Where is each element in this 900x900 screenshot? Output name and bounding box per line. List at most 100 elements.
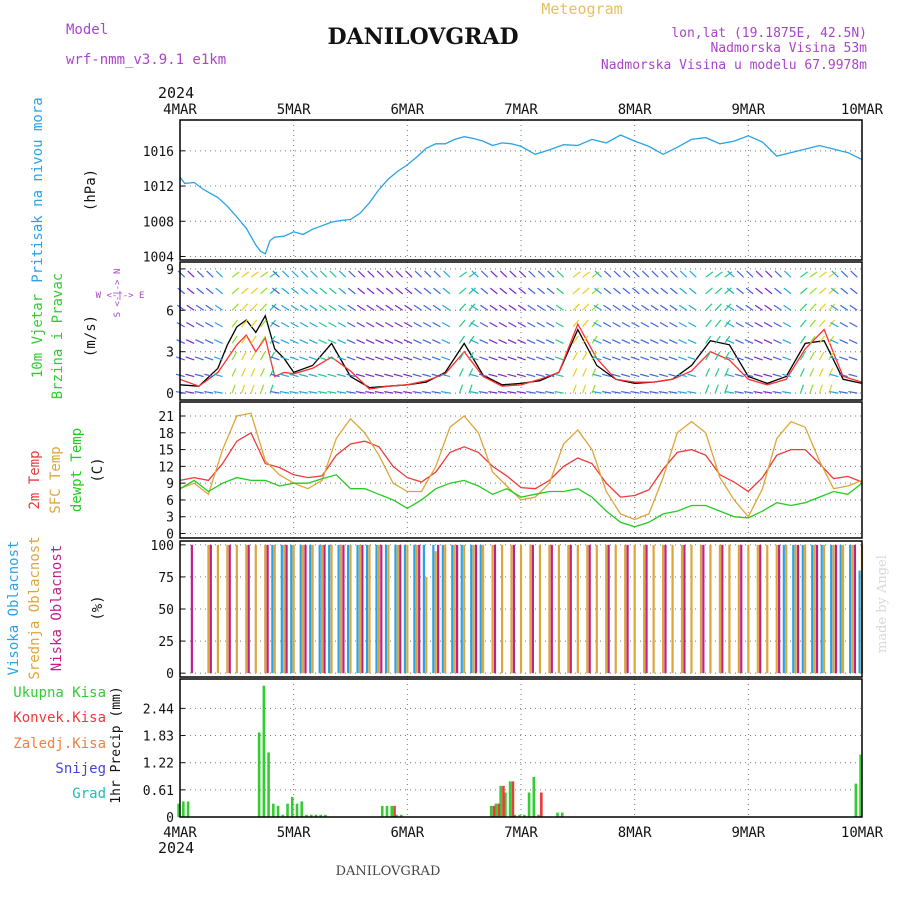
wind-arrow [800,271,809,278]
wind-arrow [479,356,489,361]
bar-precip-ukupna-kisa [262,685,266,817]
wind-arrow [241,303,249,311]
bar-precip-ukupna-kisa [854,783,858,817]
wind-arrow [659,356,669,361]
wind-arrow [669,321,678,328]
wind-arrow [592,373,602,378]
wind-arrow [478,390,488,394]
wind-arrow [724,384,729,394]
bar-precip-ukupna-kisa [499,785,502,817]
wind-arrow [828,271,837,278]
y-tick-label: 2.44 [143,702,174,717]
wind-arrow [809,271,818,278]
wind-arrow [458,335,466,344]
wind-arrow [631,304,640,311]
wind-arrow [849,304,858,311]
wind-arrow [783,304,792,311]
wind-arrow [384,321,394,328]
bar-clouds-srednja-oblacnost [387,544,390,674]
wind-arrow [205,304,214,311]
wind-arrow [215,287,224,295]
bar-precip-ukupna-kisa [290,796,294,817]
wind-arrow [185,339,195,344]
wind-arrow [527,287,536,295]
wind-arrow [231,319,239,328]
wind-arrow [468,351,474,361]
wind-arrow [289,390,299,394]
wind-arrow [422,373,432,378]
bar-clouds-srednja-oblacnost [775,544,778,674]
wind-arrow [582,384,587,394]
wind-arrow [782,321,792,328]
y-tick-label: 0 [166,811,174,826]
wind-arrow [679,287,688,295]
wind-arrow [432,321,441,328]
wind-arrow [765,270,773,278]
wind-arrow [269,368,275,377]
wind-arrow [763,356,773,361]
bar-clouds-srednja-oblacnost [207,544,210,674]
x-tick-label-bottom: 4MAR [163,825,197,841]
panel-frame [179,119,863,261]
wind-arrow [725,356,735,361]
wind-arrow [744,390,754,394]
wind-arrow [442,287,451,295]
bar-precip-ukupna-kisa [314,814,318,817]
wind-arrow [659,321,669,328]
bar-clouds-srednja-oblacnost [491,544,494,674]
wind-arrow [602,339,612,344]
wind-arrow [186,321,195,328]
wind-arrow [509,270,517,278]
wind-arrow [441,373,451,378]
wind-arrow [250,351,257,361]
bar-precip-konvek-kisa [540,792,543,817]
wind-arrow [423,287,432,295]
wind-arrow [395,287,403,295]
bar-precip-ukupna-kisa [560,812,564,817]
wind-arrow [809,384,814,394]
wind-arrow [809,303,817,311]
wind-arrow [620,390,631,394]
wind-arrow [214,339,223,344]
wind-arrow [319,270,328,278]
wind-arrow [755,287,763,295]
wind-arrow [772,356,782,361]
bar-clouds-srednja-oblacnost [216,544,219,674]
wind-arrow [611,356,621,361]
bar-clouds-srednja-oblacnost [567,544,570,674]
wind-arrow [649,390,659,394]
bar-clouds-srednja-oblacnost [851,544,854,674]
bar-precip-ukupna-kisa [527,792,531,817]
panel-pressure: 1004 1008 1012 1016 [143,119,863,265]
wind-arrow [582,335,589,344]
bar-clouds-srednja-oblacnost [406,544,409,674]
wind-arrow [603,287,612,295]
bar-clouds-niska-oblacnost [437,544,440,674]
temp-axis-label-sfc: SFC Temp [48,446,64,513]
wind-arrow [328,321,337,328]
bar-clouds-visoka-oblacnost [394,544,397,674]
wind-arrow [422,390,432,394]
wind-arrow [602,321,612,328]
wind-arrow [375,304,384,311]
wind-arrow [726,287,735,295]
wind-arrow [422,339,432,344]
wind-arrow [231,287,240,295]
wind-arrow [744,339,754,344]
wind-arrow [280,356,290,361]
bar-clouds-visoka-oblacnost [413,544,416,674]
wind-arrow [678,321,688,328]
wind-arrow [516,373,526,378]
wind-arrow [621,373,631,378]
wind-arrow [186,304,195,311]
wind-arrow [433,287,441,295]
cloud-axis-label-high: Visoka Oblacnost [6,541,22,676]
wind-arrow [632,270,640,278]
wind-arrow [604,270,612,278]
bar-clouds-srednja-oblacnost [320,544,324,674]
wind-arrow [260,335,267,344]
wind-arrow [536,339,545,344]
bar-clouds-visoka-oblacnost [299,544,302,674]
wind-arrow [526,339,536,344]
elevation-text: Nadmorska Visina 53m [710,41,867,56]
